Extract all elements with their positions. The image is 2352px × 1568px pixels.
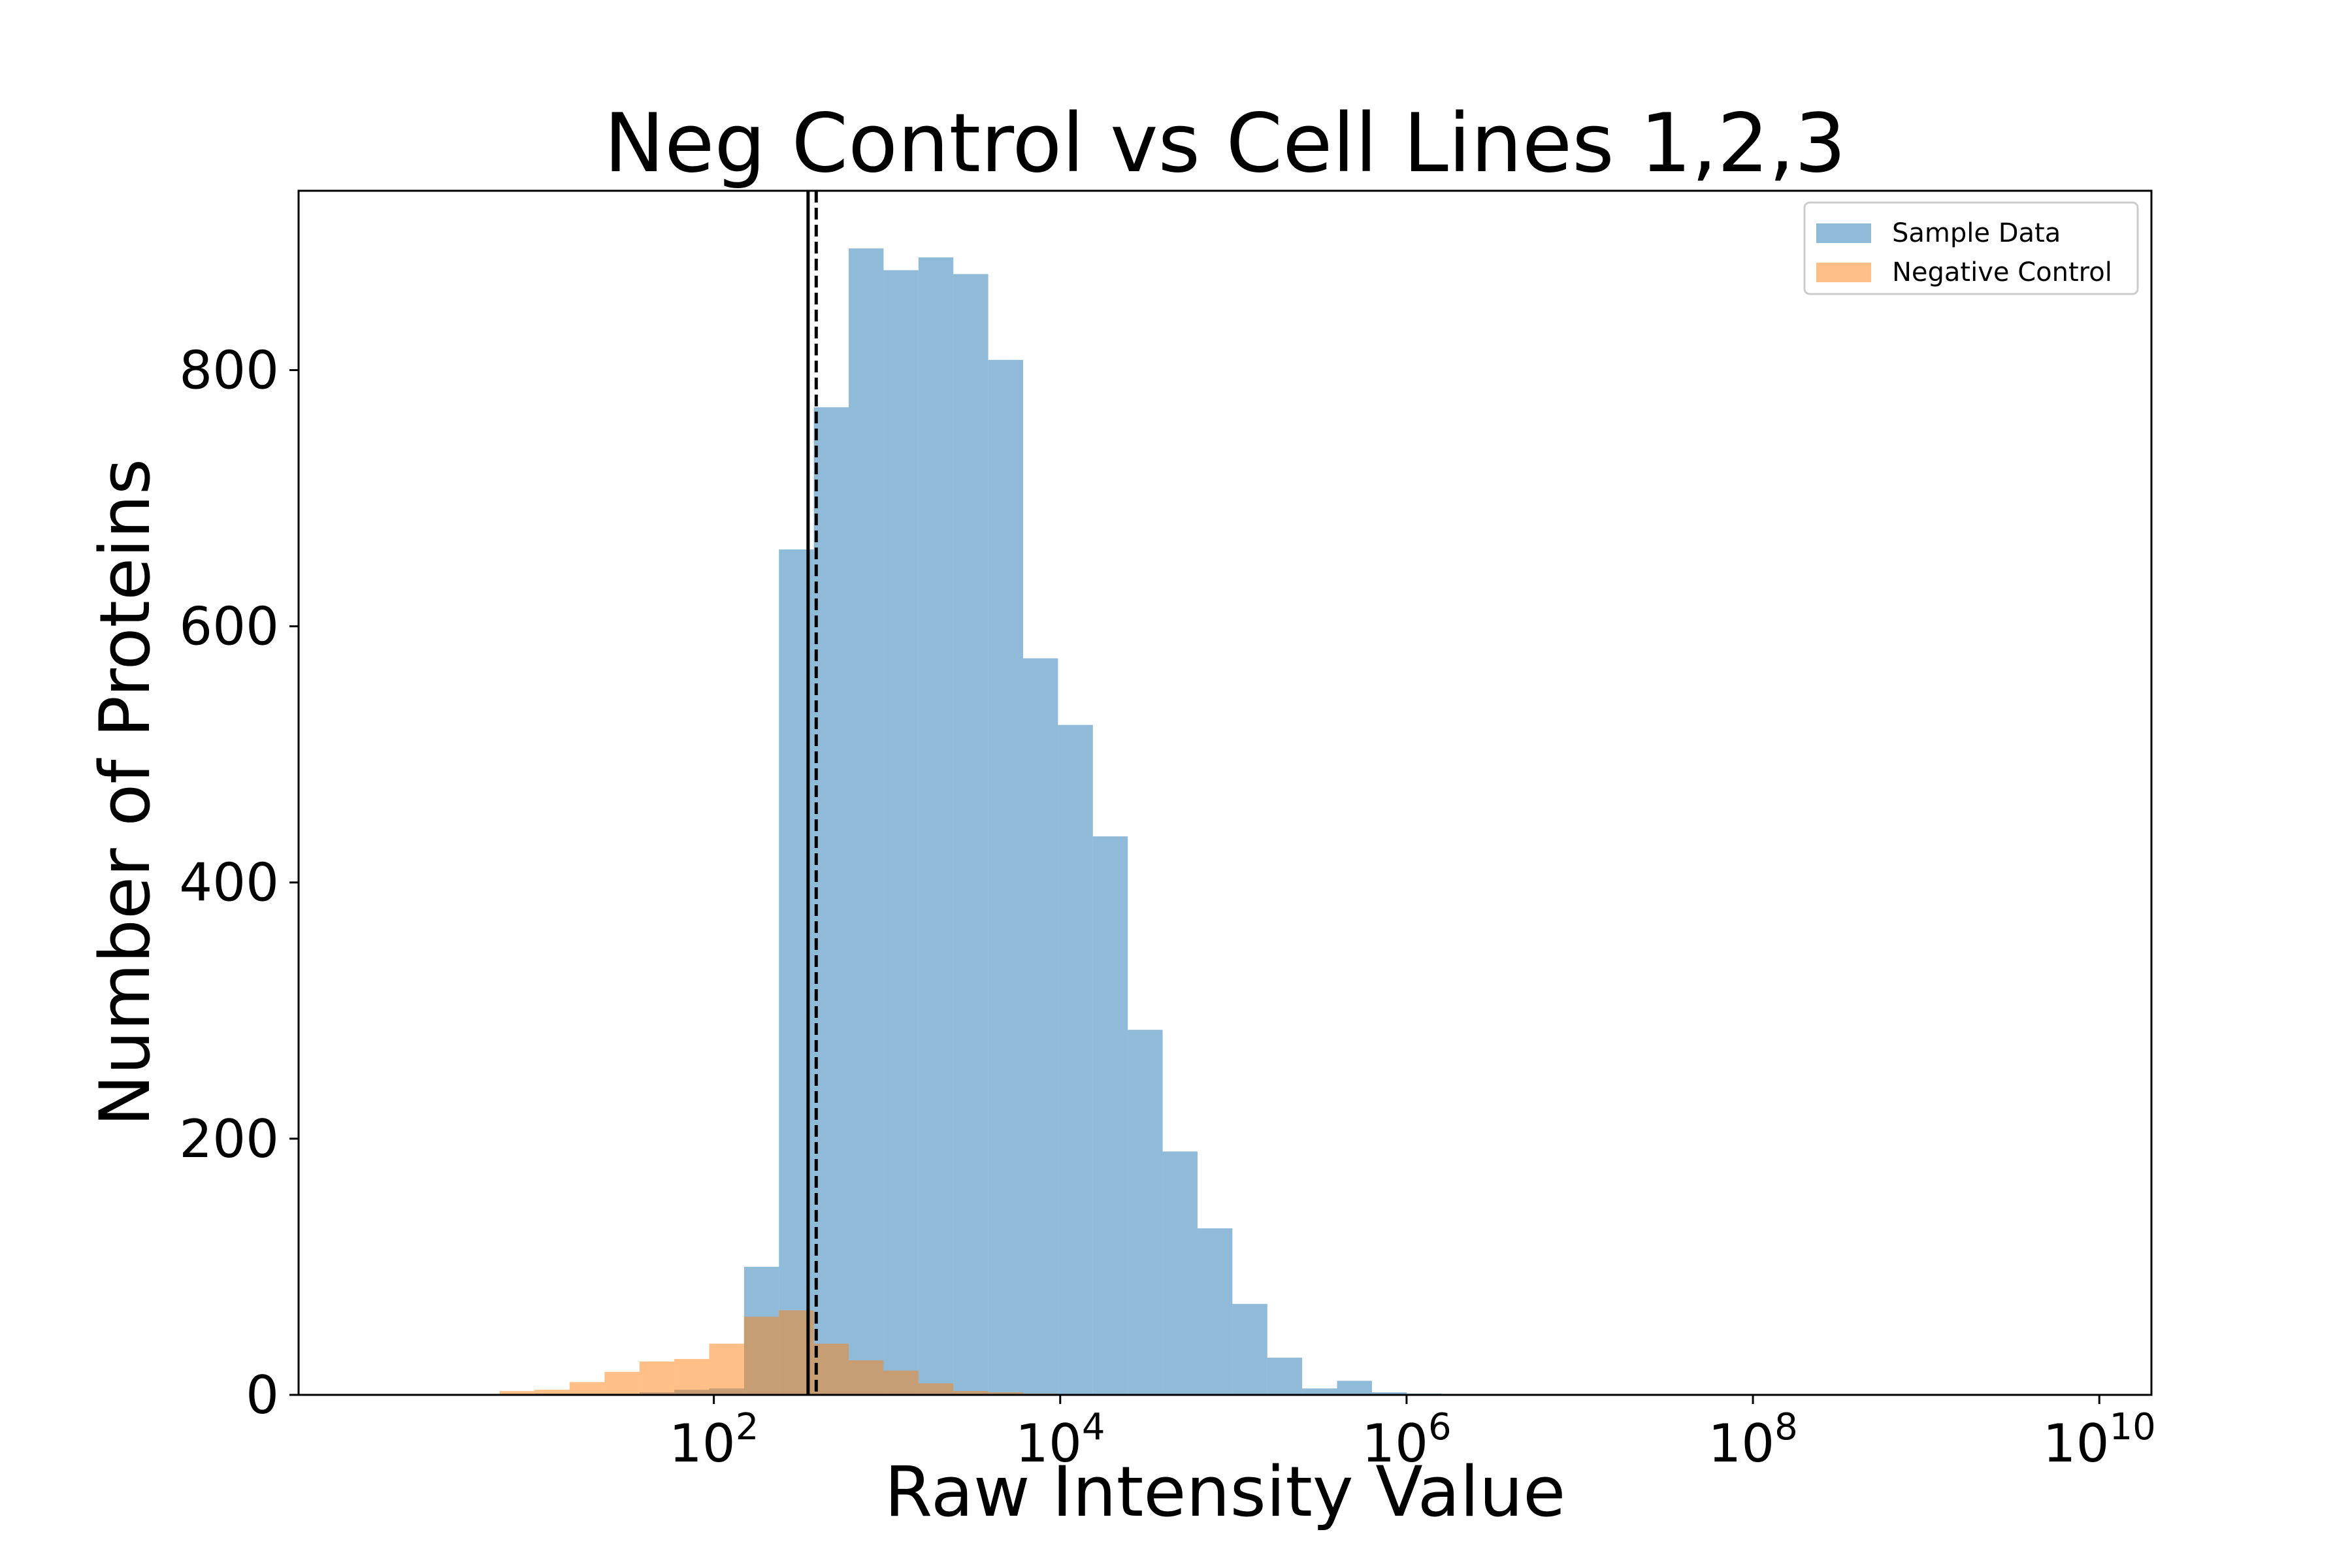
sample-data-bar <box>1302 1388 1337 1395</box>
negative-control-bar <box>534 1390 570 1395</box>
x-axis-label: Raw Intensity Value <box>885 1452 1566 1532</box>
sample-data-bar <box>1337 1380 1372 1395</box>
sample-data-bar <box>1128 1030 1163 1395</box>
x-tick-label: 1010 <box>2043 1406 2156 1474</box>
plot-frame <box>297 189 2153 1396</box>
sample-data-bar <box>813 407 849 1395</box>
reference-lines <box>806 191 818 1395</box>
sample-data-bar <box>1232 1303 1267 1395</box>
legend-label: Negative Control <box>1892 257 2112 287</box>
negative-control-bar <box>743 1316 779 1395</box>
y-tick-label: 0 <box>246 1365 279 1426</box>
y-axis: 0 200 400 600 800 <box>179 340 299 1426</box>
sample-data-bar <box>1371 1392 1407 1395</box>
sample-data-bar <box>1197 1228 1233 1395</box>
legend-box <box>1803 201 2139 295</box>
sample-data-bar <box>883 270 919 1395</box>
sample-data-bar <box>953 274 988 1395</box>
negative-control-bar <box>674 1359 710 1395</box>
bars-layer <box>499 248 1442 1396</box>
y-axis-label: Number of Proteins <box>85 459 165 1126</box>
sample-data-bar <box>1267 1358 1303 1395</box>
negative-control-bar <box>813 1343 849 1395</box>
sample-data-bar <box>1162 1151 1198 1395</box>
sample-data-bar <box>988 359 1023 1396</box>
negative-control-bar <box>953 1391 988 1395</box>
y-tick-label: 200 <box>179 1109 279 1169</box>
sample-data-bar <box>1022 658 1058 1395</box>
negative-control-bar <box>569 1382 605 1395</box>
y-tick-label: 800 <box>179 340 279 400</box>
y-tick-label: 600 <box>179 596 279 657</box>
sample-data-bar <box>849 248 884 1395</box>
sample-data-bar <box>1058 725 1093 1395</box>
chart-title: Neg Control vs Cell Lines 1,2,3 <box>604 97 1846 191</box>
x-axis: 102 104 106 108 1010 <box>669 1395 2156 1474</box>
sample-data-bar <box>918 257 954 1396</box>
negative-control-bar <box>709 1343 744 1395</box>
sample-data-bar <box>1092 836 1128 1395</box>
negative-control-bar <box>849 1360 884 1395</box>
negative-control-bar <box>988 1392 1023 1395</box>
negative-control-bar <box>604 1371 640 1395</box>
legend-swatch <box>1816 263 1871 282</box>
negative-control-bar <box>918 1383 954 1395</box>
x-tick-label: 108 <box>1708 1406 1797 1474</box>
y-tick-label: 400 <box>179 853 279 913</box>
x-tick-label: 102 <box>669 1406 759 1474</box>
x-tick-label: 104 <box>1015 1406 1105 1474</box>
legend-swatch <box>1816 223 1871 243</box>
negative-control-bar <box>883 1370 919 1395</box>
negative-control-bar <box>639 1362 675 1395</box>
negative-control-bar <box>499 1391 534 1395</box>
x-tick-label: 106 <box>1362 1406 1451 1474</box>
legend: Sample Data Negative Control <box>1803 201 2139 295</box>
legend-label: Sample Data <box>1892 218 2061 248</box>
